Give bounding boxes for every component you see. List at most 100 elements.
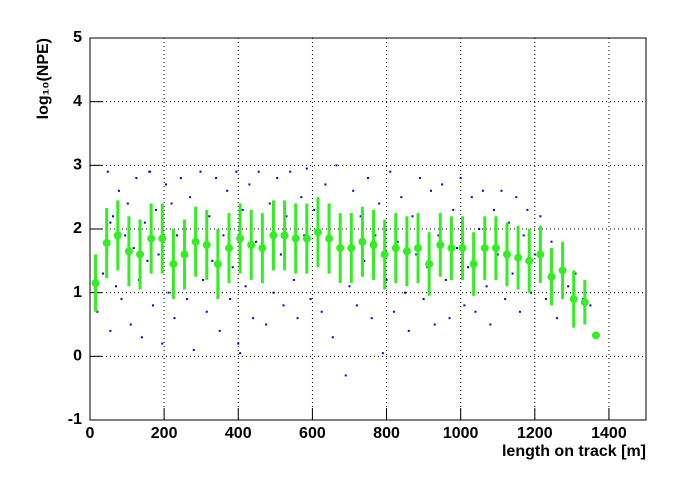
scatter-point xyxy=(374,234,377,237)
y-tick-label: 0 xyxy=(73,348,82,365)
scatter-point xyxy=(467,266,470,269)
profile-point xyxy=(91,279,100,288)
y-tick-label: 1 xyxy=(73,284,82,301)
scatter-point xyxy=(331,336,334,339)
scatter-point xyxy=(189,196,192,199)
profile-point xyxy=(491,244,500,253)
scatter-point xyxy=(96,310,99,313)
profile-point xyxy=(124,247,133,256)
scatter-point xyxy=(135,177,138,180)
scatter-point xyxy=(359,215,362,218)
scatter-point xyxy=(289,170,292,173)
scatter-point xyxy=(367,177,369,180)
profile-point xyxy=(113,231,122,240)
scatter-point xyxy=(173,317,176,320)
scatter-point xyxy=(363,259,366,262)
x-axis-label: length on track [m] xyxy=(502,443,646,460)
scatter-point xyxy=(117,189,120,192)
scatter-point xyxy=(352,189,355,192)
scatter-point xyxy=(255,240,258,243)
y-tick-label: -1 xyxy=(68,411,82,428)
scatter-point xyxy=(515,196,518,199)
scatter-point xyxy=(296,317,299,320)
scatter-point xyxy=(109,221,112,224)
scatter-point xyxy=(550,240,553,243)
scatter-point xyxy=(544,298,547,301)
scatter-point xyxy=(300,196,303,199)
scatter-point xyxy=(522,234,525,237)
scatter-point xyxy=(282,304,285,307)
scatter-point xyxy=(268,202,271,205)
scatter-point xyxy=(455,247,458,250)
scatter-point xyxy=(229,298,232,301)
profile-point xyxy=(325,234,334,243)
scatter-point xyxy=(186,298,189,301)
scatter-point xyxy=(392,310,395,313)
scatter-point xyxy=(211,259,214,262)
scatter-point xyxy=(407,329,410,332)
scatter-point xyxy=(381,352,384,355)
scatter-point xyxy=(348,285,351,288)
scatter-point xyxy=(161,342,164,345)
scatter-point xyxy=(556,317,559,320)
profile-point xyxy=(213,260,222,269)
scatter-point xyxy=(143,221,146,224)
profile-point xyxy=(547,272,556,281)
scatter-point xyxy=(518,310,521,313)
scatter-point xyxy=(202,278,205,281)
scatter-point xyxy=(437,234,440,237)
profile-point xyxy=(503,250,511,259)
scatter-point xyxy=(459,177,462,180)
scatter-point xyxy=(241,208,244,211)
scatter-point xyxy=(493,208,496,211)
scatter-point xyxy=(257,170,260,173)
profile-point xyxy=(169,260,178,269)
scatter-point xyxy=(205,310,208,313)
scatter-point xyxy=(157,253,160,256)
x-tick-label: 0 xyxy=(86,425,95,442)
scatter-point xyxy=(176,234,179,237)
profile-point xyxy=(247,240,256,249)
scatter-point xyxy=(265,323,268,326)
x-tick-label: 400 xyxy=(225,425,252,442)
profile-point xyxy=(458,244,467,253)
y-tick-label: 4 xyxy=(73,93,82,110)
profile-point xyxy=(347,244,356,253)
scatter-point xyxy=(463,304,466,307)
scatter-point xyxy=(129,323,132,326)
scatter-point xyxy=(567,285,570,288)
scatter-point xyxy=(279,253,282,256)
scatter-point xyxy=(574,272,577,275)
profile-point xyxy=(258,244,267,253)
profile-point xyxy=(480,244,489,253)
scatter-point xyxy=(539,215,542,218)
profile-point xyxy=(102,239,111,248)
scatter-point xyxy=(237,342,240,345)
scatter-point xyxy=(111,215,114,218)
scatter-point xyxy=(248,183,251,186)
scatter-point xyxy=(355,304,358,307)
x-tick-label: 600 xyxy=(299,425,326,442)
profile-point xyxy=(414,244,423,253)
scatter-point xyxy=(272,291,275,294)
scatter-point xyxy=(109,329,112,332)
scatter-point xyxy=(470,196,473,199)
scatter-point xyxy=(215,177,218,180)
scatter-point xyxy=(481,189,484,192)
profile-point xyxy=(358,237,367,246)
scatter-point xyxy=(167,291,170,294)
y-axis-label: log₁₀(NPE) xyxy=(35,38,52,119)
profile-point xyxy=(558,266,567,275)
scatter-point xyxy=(126,202,129,205)
scatter-point xyxy=(411,215,414,218)
scatter-point xyxy=(526,208,529,211)
profile-point xyxy=(236,234,245,243)
y-tick-label: 2 xyxy=(73,220,82,237)
scatter-point xyxy=(400,196,403,199)
scatter-point xyxy=(235,170,238,173)
scatter-point xyxy=(226,189,229,192)
scatter-point xyxy=(309,298,312,301)
profile-point xyxy=(147,234,156,243)
profile-point xyxy=(280,231,289,240)
scatter-point xyxy=(448,317,451,320)
